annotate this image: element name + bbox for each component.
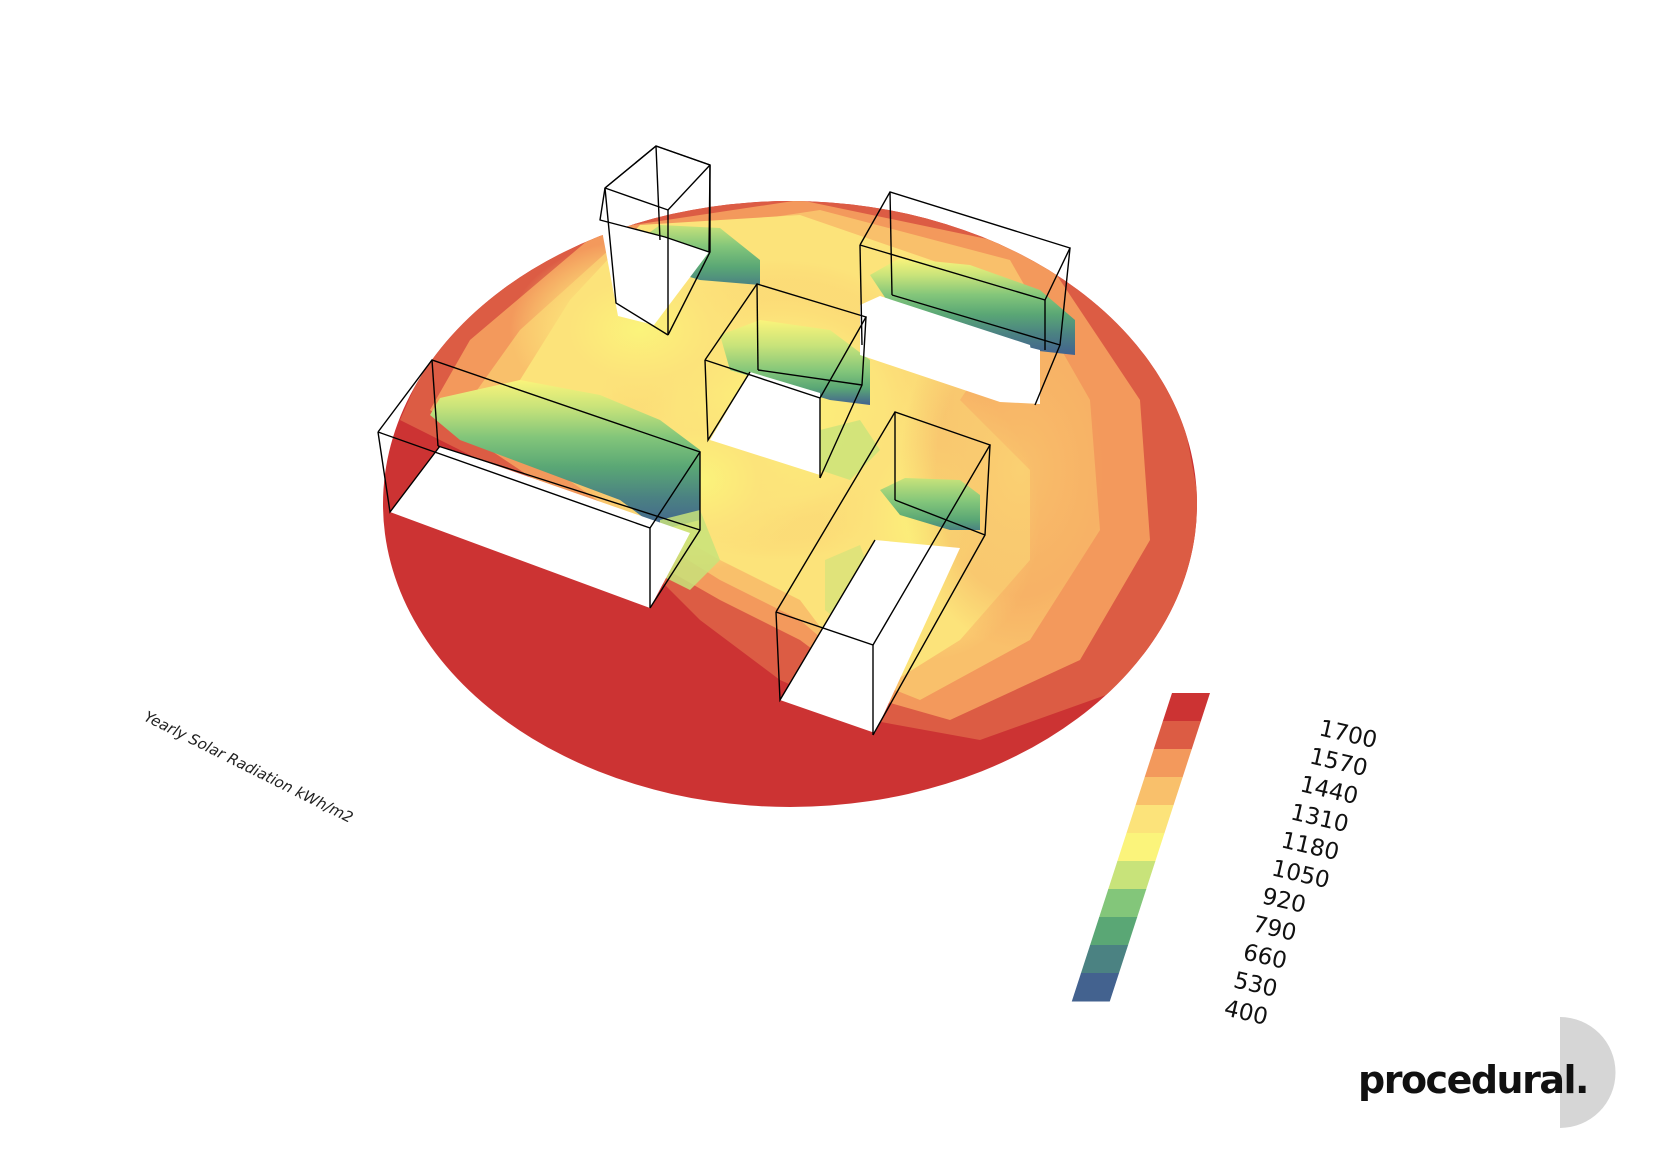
logo-text: procedural. <box>1358 1058 1588 1102</box>
diagram-title: Yearly Solar Radiation kWh/m2 <box>141 707 356 826</box>
shadow-west-building <box>430 380 700 530</box>
legend-swatch <box>1117 833 1165 862</box>
legend-swatch <box>1144 749 1192 778</box>
legend-swatch <box>1108 861 1156 890</box>
building-north-east <box>859 191 1071 406</box>
shadow-northeast-building <box>870 258 1075 355</box>
legend-swatch <box>1071 973 1120 1002</box>
building-north-small <box>599 145 711 336</box>
legend-swatch <box>1135 777 1183 806</box>
legend-swatch <box>1126 805 1174 834</box>
legend-swatch <box>1162 693 1210 722</box>
legend <box>1071 693 1210 1002</box>
shadow-south-building <box>880 478 980 530</box>
legend-swatch <box>1099 889 1147 918</box>
building-west-long <box>377 359 702 609</box>
building-center <box>704 283 868 479</box>
legend-label: 400 <box>1222 996 1271 1031</box>
brand-logo: procedural. <box>1358 1017 1616 1128</box>
legend-swatch <box>1080 945 1129 974</box>
legend-swatches <box>1071 693 1210 1002</box>
legend-swatch <box>1089 917 1138 946</box>
logo-circle-decoration <box>1560 1017 1616 1128</box>
building-south-long <box>775 411 992 736</box>
legend-swatch <box>1153 721 1201 750</box>
